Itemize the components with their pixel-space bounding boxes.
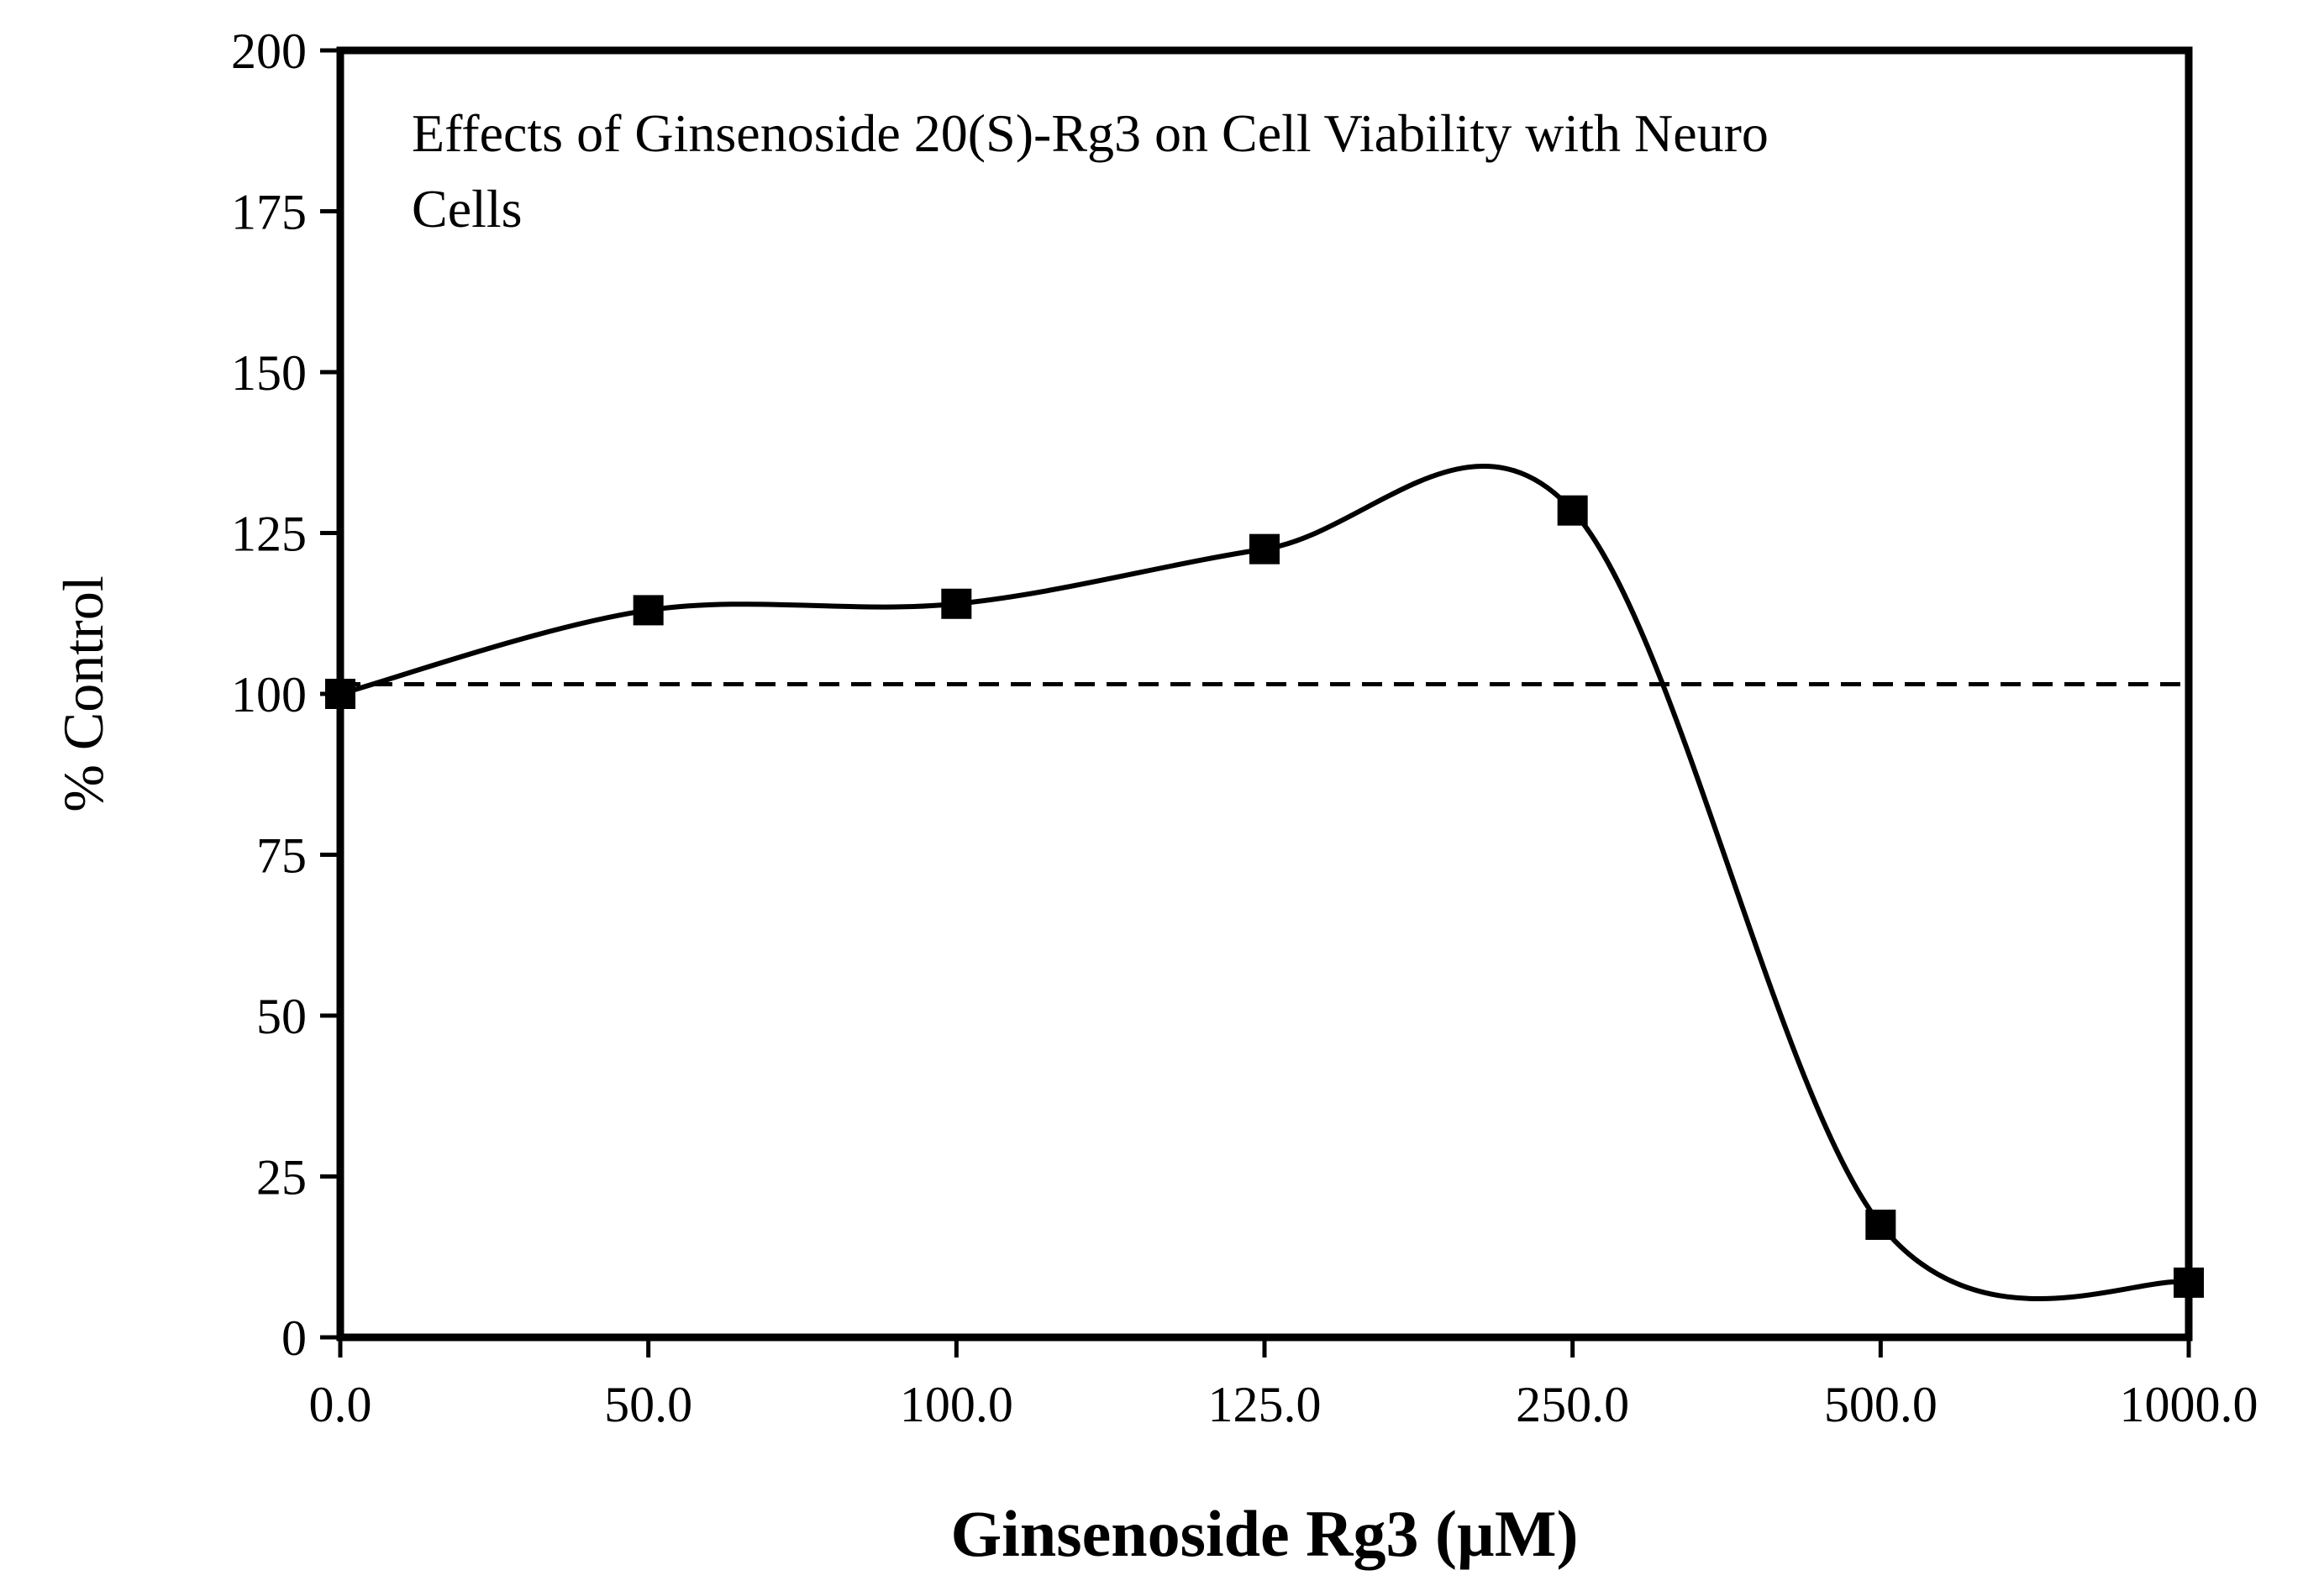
data-point (633, 595, 664, 626)
x-tick-label: 50.0 (604, 1377, 692, 1432)
x-tick-label: 1000.0 (2120, 1377, 2258, 1432)
data-point (1249, 533, 1280, 565)
y-tick-label: 100 (231, 667, 307, 722)
data-point (1557, 495, 1588, 526)
y-axis-title: % Control (51, 575, 115, 811)
y-tick-label: 75 (256, 828, 307, 884)
chart-title-line-1: Effects of Ginsenoside 20(S)-Rg3 on Cell… (412, 103, 1769, 163)
x-axis-title: Ginsenoside Rg3 (µM) (951, 1497, 1579, 1570)
y-tick-label: 25 (256, 1150, 307, 1205)
x-tick-label: 500.0 (1824, 1377, 1938, 1432)
chart-title-line-2: Cells (412, 179, 523, 239)
data-point (1865, 1209, 1896, 1240)
y-tick-label: 200 (231, 24, 307, 79)
data-point (325, 679, 355, 709)
data-point (2174, 1267, 2204, 1298)
series-markers (325, 495, 2204, 1298)
y-tick-label: 175 (231, 185, 307, 240)
x-axis-ticks: 0.0 50.0 100.0 125.0 250.0 500.0 1000.0 (309, 1337, 2258, 1432)
y-tick-label: 0 (281, 1310, 307, 1366)
y-tick-label: 125 (231, 507, 307, 562)
x-tick-label: 100.0 (900, 1377, 1013, 1432)
data-point (941, 588, 972, 619)
series-line (339, 464, 2190, 1302)
x-tick-label: 125.0 (1208, 1377, 1322, 1432)
y-tick-label: 50 (256, 989, 307, 1044)
x-tick-label: 250.0 (1516, 1377, 1629, 1432)
y-tick-label: 150 (231, 345, 307, 401)
x-tick-label: 0.0 (309, 1377, 372, 1432)
plot-frame (336, 46, 2193, 1342)
y-axis-ticks: 0 25 50 75 100 125 150 175 200 (231, 24, 340, 1366)
